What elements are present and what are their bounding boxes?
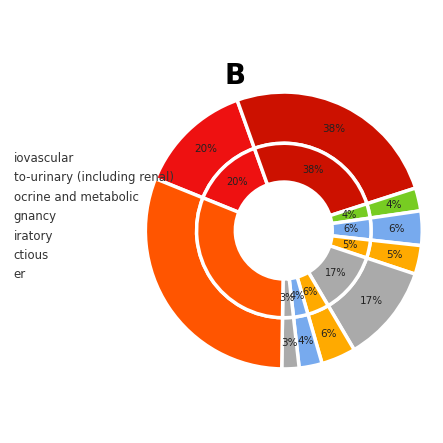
Text: iratory: iratory (14, 229, 53, 242)
Text: 38%: 38% (322, 124, 345, 134)
Text: ocrine and metabolic: ocrine and metabolic (14, 191, 139, 204)
Text: 17%: 17% (325, 268, 347, 278)
Text: 20%: 20% (226, 177, 248, 187)
Text: 5%: 5% (386, 249, 402, 260)
Text: 4%: 4% (385, 200, 402, 210)
Wedge shape (294, 315, 322, 368)
Text: 3%: 3% (281, 338, 298, 348)
Wedge shape (289, 277, 308, 317)
Text: 6%: 6% (343, 225, 358, 234)
Text: 4%: 4% (298, 336, 314, 346)
Wedge shape (308, 246, 366, 306)
Text: 17%: 17% (360, 296, 383, 307)
Text: 20%: 20% (194, 144, 217, 154)
Text: to-urinary (including renal): to-urinary (including renal) (14, 171, 174, 184)
Text: 4%: 4% (289, 291, 304, 301)
Wedge shape (366, 240, 421, 274)
Wedge shape (237, 92, 416, 204)
Wedge shape (370, 211, 422, 246)
Wedge shape (254, 143, 367, 216)
Text: 5%: 5% (342, 240, 357, 250)
Text: 4%: 4% (342, 210, 357, 220)
Text: iovascular: iovascular (14, 152, 74, 165)
Wedge shape (330, 204, 370, 224)
Wedge shape (197, 198, 283, 318)
Text: ctious: ctious (14, 249, 49, 262)
Text: 6%: 6% (389, 224, 405, 233)
Wedge shape (145, 179, 283, 369)
Wedge shape (283, 279, 294, 318)
Wedge shape (297, 272, 328, 315)
Wedge shape (330, 236, 370, 258)
Wedge shape (367, 188, 421, 218)
Wedge shape (328, 258, 415, 350)
Wedge shape (203, 148, 268, 212)
Wedge shape (308, 306, 354, 364)
Text: gnancy: gnancy (14, 210, 57, 223)
Text: 38%: 38% (303, 165, 324, 175)
Text: er: er (14, 268, 26, 281)
Text: 6%: 6% (320, 329, 337, 339)
Text: 3%: 3% (280, 292, 295, 303)
Text: B: B (225, 62, 246, 89)
Text: 6%: 6% (303, 287, 318, 297)
Wedge shape (332, 218, 371, 240)
Wedge shape (282, 317, 299, 369)
Wedge shape (155, 100, 254, 198)
